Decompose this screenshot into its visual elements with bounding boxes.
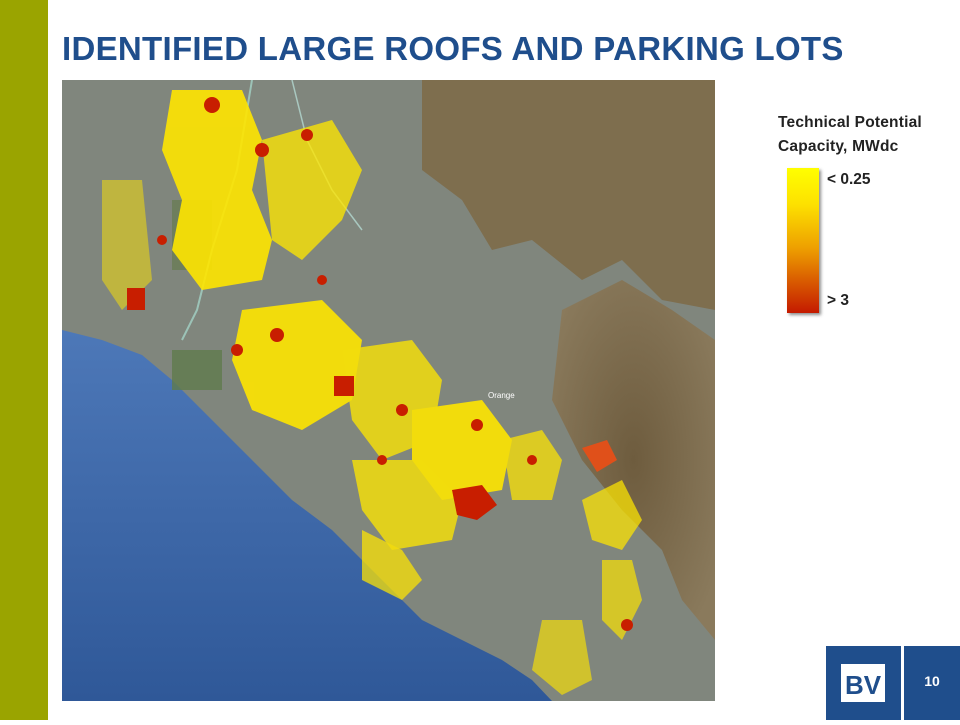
map: Orange: [62, 80, 715, 701]
accent-bar: [0, 0, 48, 720]
svg-text:BV: BV: [845, 670, 882, 700]
high-capacity-site: [452, 485, 497, 520]
hills-north: [422, 80, 715, 310]
high-capacity-site: [471, 419, 483, 431]
legend-title: Technical Potential Capacity, MWdc: [778, 114, 922, 155]
high-capacity-site: [231, 344, 243, 356]
green-area: [172, 350, 222, 390]
ocean: [62, 330, 552, 701]
slide-title: IDENTIFIED LARGE ROOFS AND PARKING LOTS: [62, 30, 844, 67]
high-capacity-site: [527, 455, 537, 465]
map-place-label: Orange: [488, 391, 515, 400]
high-capacity-site: [621, 619, 633, 631]
page-number: 10: [924, 673, 940, 689]
legend-high-label: > 3: [827, 292, 849, 309]
high-capacity-site: [204, 97, 220, 113]
high-capacity-site: [334, 376, 354, 396]
bv-logo-icon: BV: [826, 646, 901, 720]
high-capacity-site: [317, 275, 327, 285]
high-capacity-areas: [127, 97, 633, 631]
high-capacity-site: [582, 440, 617, 472]
legend-color-bar: [787, 168, 819, 313]
high-capacity-site: [255, 143, 269, 157]
legend-low-label: < 0.25: [827, 171, 871, 188]
high-capacity-site: [157, 235, 167, 245]
high-capacity-site: [270, 328, 284, 342]
page-number-box: 10: [904, 646, 960, 720]
high-capacity-site: [377, 455, 387, 465]
low-capacity-areas: [102, 90, 642, 695]
high-capacity-site: [127, 288, 145, 310]
high-capacity-site: [396, 404, 408, 416]
high-capacity-site: [301, 129, 313, 141]
hills-east: [552, 280, 715, 640]
